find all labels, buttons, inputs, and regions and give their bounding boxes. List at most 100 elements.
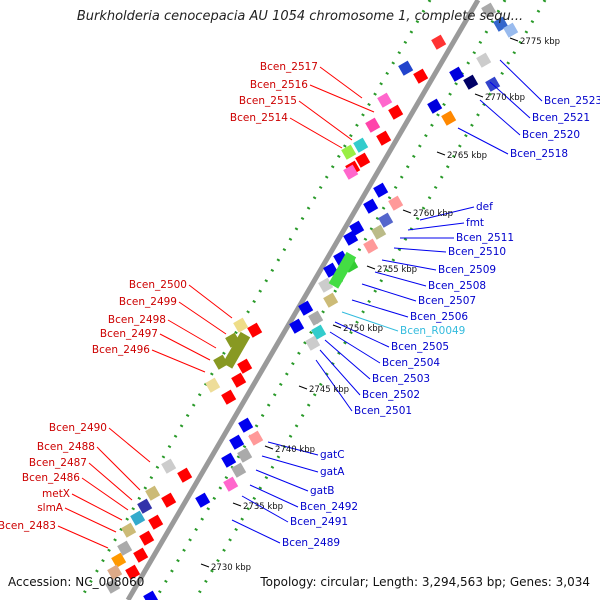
gene-feature — [353, 137, 369, 153]
scale-tick-label: 2745 kbp — [309, 385, 349, 395]
leader-line — [167, 319, 217, 349]
scale-tick-label: 2770 kbp — [485, 93, 525, 103]
leader-line — [319, 349, 361, 396]
leader-line — [361, 283, 417, 302]
gene-feature — [376, 130, 392, 146]
gene-feature — [365, 117, 381, 133]
gene-feature — [373, 182, 389, 198]
gene-feature — [463, 74, 479, 90]
gene-label-slma[interactable]: slmA — [37, 502, 64, 514]
leader-line — [341, 311, 399, 332]
scale-tick-mark — [232, 502, 242, 507]
leader-line — [309, 84, 375, 113]
gene-feature — [223, 476, 239, 492]
leader-line — [267, 441, 319, 456]
scale-tick-label: 2750 kbp — [343, 324, 383, 334]
scale-tick-mark — [474, 93, 484, 98]
gene-label-bcen-2523[interactable]: Bcen_2523 — [544, 95, 600, 107]
gene-feature — [431, 34, 447, 50]
gene-feature — [130, 510, 146, 526]
gene-features — [105, 2, 519, 600]
gene-label-bcen-2515[interactable]: Bcen_2515 — [239, 95, 297, 107]
gene-feature — [343, 164, 359, 180]
leader-line — [499, 59, 543, 102]
topology-label: Topology: circular; Length: 3,294,563 bp… — [260, 575, 590, 589]
gene-feature — [221, 389, 237, 405]
gene-label-bcen-2491[interactable]: Bcen_2491 — [290, 516, 348, 528]
gene-feature — [233, 317, 249, 333]
scale-tick-label: 2760 kbp — [413, 209, 453, 219]
leader-line — [255, 469, 309, 492]
gene-feature — [231, 462, 247, 478]
gene-label-bcen-2514[interactable]: Bcen_2514 — [230, 112, 288, 124]
gene-label-bcen-2500[interactable]: Bcen_2500 — [129, 279, 187, 291]
gene-feature — [107, 564, 123, 580]
gene-label-bcen-2488[interactable]: Bcen_2488 — [37, 441, 95, 453]
gene-feature — [481, 2, 497, 18]
gene-label-gatb[interactable]: gatB — [310, 485, 334, 497]
gene-label-bcen-2492[interactable]: Bcen_2492 — [300, 501, 358, 513]
gene-label-bcen-2502[interactable]: Bcen_2502 — [362, 389, 420, 401]
gene-feature — [221, 452, 237, 468]
gene-label-def[interactable]: def — [476, 201, 493, 213]
gene-label-bcen-r0049[interactable]: Bcen_R0049 — [400, 325, 465, 337]
gene-label-bcen-2487[interactable]: Bcen_2487 — [29, 457, 87, 469]
leader-line — [159, 333, 211, 361]
gene-label-fmt[interactable]: fmt — [466, 217, 484, 229]
gene-label-bcen-2486[interactable]: Bcen_2486 — [22, 472, 80, 484]
gene-label-bcen-2517[interactable]: Bcen_2517 — [260, 61, 318, 73]
leader-line — [457, 127, 509, 155]
leader-line — [178, 301, 227, 335]
gene-label-metx[interactable]: metX — [42, 488, 70, 500]
gene-label-bcen-2483[interactable]: Bcen_2483 — [0, 520, 56, 532]
gene-label-bcen-2501[interactable]: Bcen_2501 — [354, 405, 412, 417]
gene-label-bcen-2489[interactable]: Bcen_2489 — [282, 537, 340, 549]
gene-label-gatc[interactable]: gatC — [320, 449, 345, 461]
gene-feature — [148, 514, 164, 530]
leader-line — [289, 117, 343, 149]
gene-feature — [377, 92, 393, 108]
gene-label-bcen-2490[interactable]: Bcen_2490 — [49, 422, 107, 434]
gene-label-bcen-2504[interactable]: Bcen_2504 — [382, 357, 440, 369]
gene-feature — [441, 110, 457, 126]
gene-label-bcen-2521[interactable]: Bcen_2521 — [532, 112, 590, 124]
leader-line — [261, 455, 319, 473]
gene-label-bcen-2508[interactable]: Bcen_2508 — [428, 280, 486, 292]
accession-label: Accession: NC_008060 — [8, 575, 145, 589]
leader-line — [329, 331, 381, 364]
gene-feature — [388, 195, 404, 211]
gene-feature — [503, 22, 519, 38]
gene-label-bcen-2497[interactable]: Bcen_2497 — [100, 328, 158, 340]
scale-tick-mark — [332, 324, 342, 329]
gene-label-bcen-2507[interactable]: Bcen_2507 — [418, 295, 476, 307]
gene-feature — [237, 447, 253, 463]
leader-line — [108, 427, 151, 463]
gene-label-bcen-2505[interactable]: Bcen_2505 — [391, 341, 449, 353]
gene-label-bcen-2499[interactable]: Bcen_2499 — [119, 296, 177, 308]
gene-label-gata[interactable]: gatA — [320, 466, 345, 478]
gene-label-bcen-2518[interactable]: Bcen_2518 — [510, 148, 568, 160]
gene-label-bcen-2496[interactable]: Bcen_2496 — [92, 344, 150, 356]
gene-label-bcen-2510[interactable]: Bcen_2510 — [448, 246, 506, 258]
gene-label-bcen-2509[interactable]: Bcen_2509 — [438, 264, 496, 276]
gene-feature — [388, 104, 404, 120]
gene-feature — [205, 377, 221, 393]
gene-label-bcen-2520[interactable]: Bcen_2520 — [522, 129, 580, 141]
leader-line — [96, 446, 141, 491]
gene-label-bcen-2516[interactable]: Bcen_2516 — [250, 79, 308, 91]
gene-feature — [308, 310, 324, 326]
gene-feature — [121, 522, 137, 538]
gene-feature — [449, 66, 465, 82]
gene-label-bcen-2503[interactable]: Bcen_2503 — [372, 373, 430, 385]
gene-label-bcen-2511[interactable]: Bcen_2511 — [456, 232, 514, 244]
gene-feature — [105, 578, 121, 594]
scale-tick-mark — [366, 265, 376, 270]
leader-line — [334, 321, 390, 348]
gene-feature — [355, 152, 371, 168]
gene-label-bcen-2498[interactable]: Bcen_2498 — [108, 314, 166, 326]
sequence-title: Burkholderia cenocepacia AU 1054 chromos… — [76, 9, 524, 24]
scale-tick-mark — [402, 209, 412, 214]
leader-line — [241, 495, 289, 523]
gene-feature — [177, 467, 193, 483]
gene-label-bcen-2506[interactable]: Bcen_2506 — [410, 311, 468, 323]
